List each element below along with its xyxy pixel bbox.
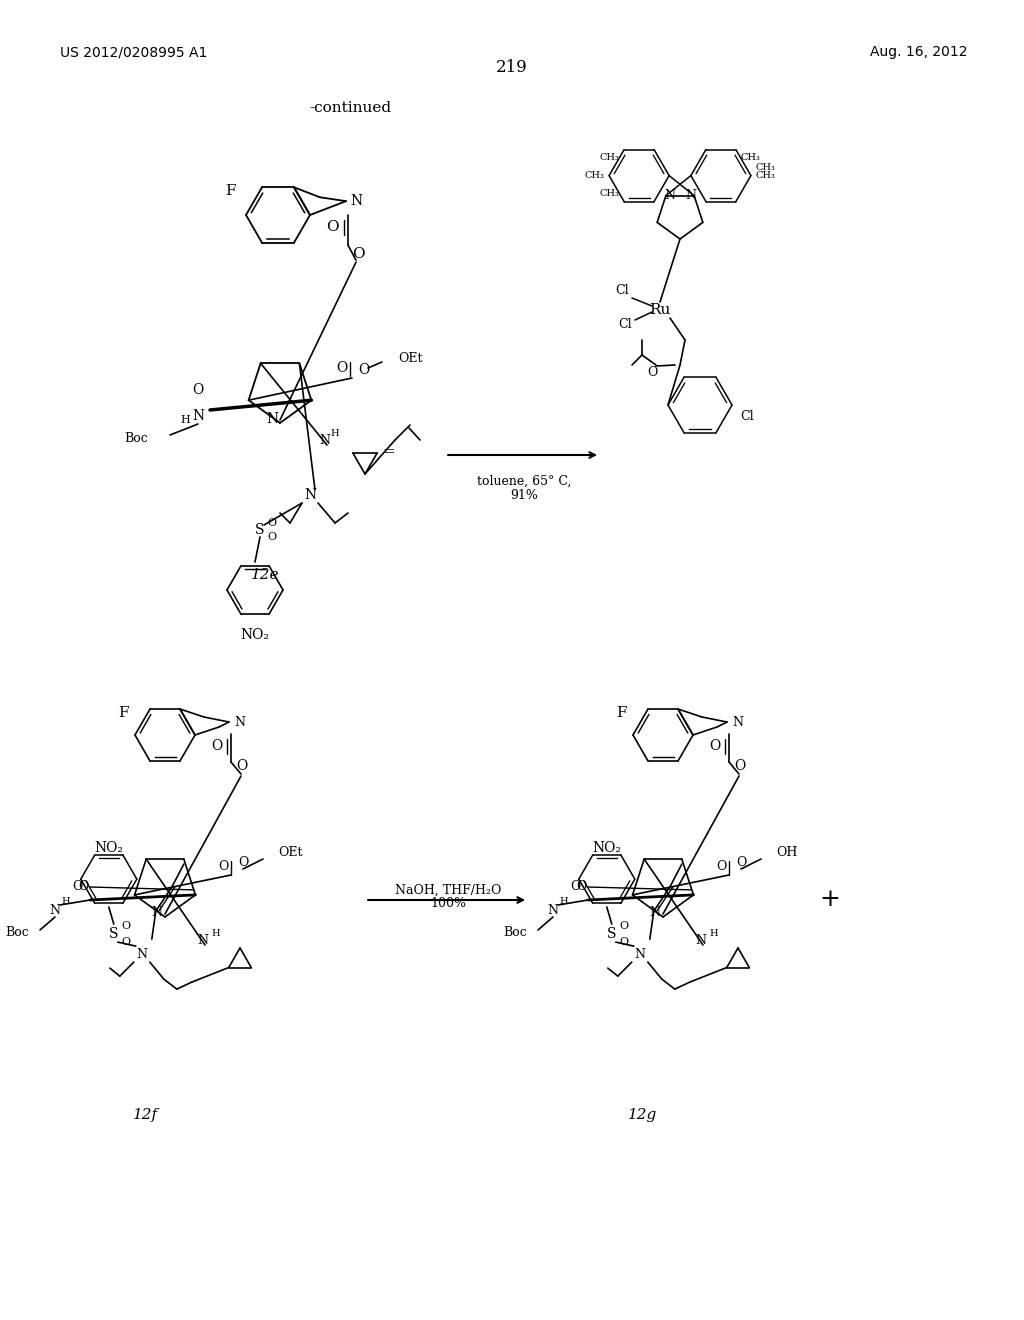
Text: 91%: 91% bbox=[510, 488, 538, 502]
Text: O: O bbox=[734, 759, 745, 774]
Text: 100%: 100% bbox=[430, 898, 466, 909]
Text: NO₂: NO₂ bbox=[241, 628, 269, 642]
Text: Boc: Boc bbox=[503, 927, 527, 940]
Text: CH₃: CH₃ bbox=[599, 153, 620, 162]
Text: CH₃: CH₃ bbox=[599, 189, 620, 198]
Text: O: O bbox=[647, 366, 657, 379]
Text: S: S bbox=[607, 927, 616, 941]
Text: F: F bbox=[615, 706, 627, 719]
Text: O: O bbox=[121, 921, 130, 931]
Text: O: O bbox=[620, 921, 629, 931]
Text: 219: 219 bbox=[496, 59, 528, 77]
Text: toluene, 65° C,: toluene, 65° C, bbox=[477, 475, 571, 488]
Text: O: O bbox=[575, 880, 586, 894]
Text: N: N bbox=[350, 194, 362, 209]
Text: =: = bbox=[383, 445, 395, 459]
Text: Boc: Boc bbox=[5, 927, 29, 940]
Text: OH: OH bbox=[776, 846, 798, 859]
Text: N: N bbox=[695, 935, 707, 948]
Text: O: O bbox=[736, 855, 746, 869]
Text: N: N bbox=[304, 488, 316, 502]
Text: H: H bbox=[61, 898, 70, 907]
Text: N: N bbox=[266, 412, 279, 426]
Text: O: O bbox=[236, 759, 247, 774]
Text: H: H bbox=[331, 429, 339, 437]
Text: Cl: Cl bbox=[740, 411, 754, 424]
Text: O: O bbox=[569, 880, 581, 894]
Text: Ru: Ru bbox=[649, 304, 671, 317]
Text: O: O bbox=[326, 220, 338, 234]
Text: F: F bbox=[224, 183, 236, 198]
Text: Cl: Cl bbox=[615, 284, 629, 297]
Text: Boc: Boc bbox=[124, 432, 148, 445]
Text: 12f: 12f bbox=[132, 1107, 158, 1122]
Text: F: F bbox=[118, 706, 128, 719]
Text: NO₂: NO₂ bbox=[94, 841, 123, 855]
Text: CH₃: CH₃ bbox=[741, 153, 761, 162]
Text: N: N bbox=[685, 189, 696, 202]
Text: O: O bbox=[267, 517, 276, 528]
Text: O: O bbox=[218, 861, 228, 874]
Text: OEt: OEt bbox=[398, 351, 423, 364]
Text: OEt: OEt bbox=[278, 846, 302, 859]
Text: N: N bbox=[732, 715, 743, 729]
Text: O: O bbox=[193, 383, 204, 397]
Text: CH₃: CH₃ bbox=[756, 164, 776, 172]
Text: O: O bbox=[620, 937, 629, 948]
Text: O: O bbox=[352, 247, 365, 261]
Text: N: N bbox=[634, 948, 645, 961]
Text: Cl: Cl bbox=[618, 318, 632, 331]
Text: CH₃: CH₃ bbox=[756, 172, 776, 180]
Text: O: O bbox=[267, 532, 276, 543]
Text: N: N bbox=[191, 409, 204, 422]
Text: O: O bbox=[72, 880, 82, 894]
Text: O: O bbox=[716, 861, 726, 874]
Text: H: H bbox=[211, 928, 219, 937]
Text: H: H bbox=[709, 928, 718, 937]
Text: -continued: -continued bbox=[309, 102, 391, 115]
Text: N: N bbox=[319, 433, 331, 446]
Text: S: S bbox=[110, 927, 119, 941]
Text: O: O bbox=[336, 360, 347, 375]
Text: N: N bbox=[649, 907, 660, 920]
Text: O: O bbox=[710, 739, 721, 752]
Text: N: N bbox=[136, 948, 147, 961]
Text: Aug. 16, 2012: Aug. 16, 2012 bbox=[870, 45, 968, 59]
Text: +: + bbox=[819, 888, 841, 912]
Text: O: O bbox=[78, 880, 88, 894]
Text: O: O bbox=[211, 739, 222, 752]
Text: O: O bbox=[121, 937, 130, 948]
Text: O: O bbox=[358, 363, 370, 378]
Text: N: N bbox=[548, 903, 558, 916]
Text: 12e: 12e bbox=[251, 568, 280, 582]
Text: H: H bbox=[559, 898, 567, 907]
Text: N: N bbox=[664, 189, 675, 202]
Text: N: N bbox=[234, 715, 245, 729]
Text: N: N bbox=[152, 907, 163, 920]
Text: S: S bbox=[255, 523, 265, 537]
Text: H: H bbox=[180, 414, 190, 425]
Text: CH₃: CH₃ bbox=[585, 172, 604, 180]
Text: 12g: 12g bbox=[629, 1107, 657, 1122]
Text: NaOH, THF/H₂O: NaOH, THF/H₂O bbox=[395, 884, 501, 898]
Text: N: N bbox=[49, 903, 60, 916]
Text: N: N bbox=[198, 935, 209, 948]
Text: O: O bbox=[238, 855, 248, 869]
Text: NO₂: NO₂ bbox=[592, 841, 622, 855]
Text: US 2012/0208995 A1: US 2012/0208995 A1 bbox=[60, 45, 208, 59]
